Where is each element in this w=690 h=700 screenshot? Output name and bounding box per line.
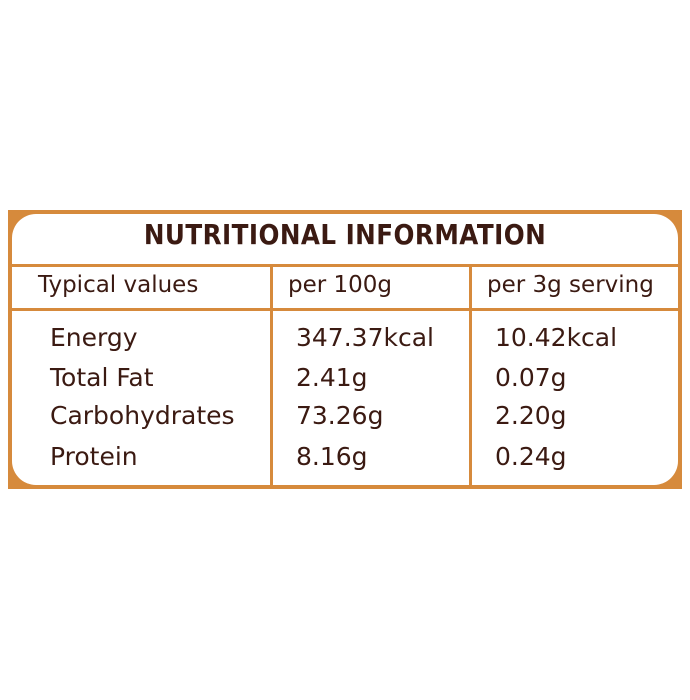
divider — [469, 264, 472, 486]
divider — [12, 308, 678, 311]
nutrient-value: 10.42kcal — [495, 323, 618, 352]
nutrient-name: Protein — [50, 442, 138, 471]
label-panel — [12, 214, 678, 485]
nutrient-name: Carbohydrates — [50, 401, 235, 430]
divider — [270, 264, 273, 486]
header-cell: per 100g — [288, 272, 393, 298]
divider — [12, 264, 678, 267]
nutrient-value: 0.07g — [495, 363, 567, 392]
nutrient-value: 8.16g — [296, 442, 368, 471]
nutrient-value: 347.37kcal — [296, 323, 434, 352]
header-cell: Typical values — [38, 272, 199, 298]
nutrient-name: Total Fat — [50, 363, 154, 392]
header-cell: per 3g serving — [487, 272, 654, 298]
nutrient-value: 2.41g — [296, 363, 368, 392]
nutrient-name: Energy — [50, 323, 138, 352]
nutrient-value: 73.26g — [296, 401, 384, 430]
title: NUTRITIONAL INFORMATION — [143, 218, 547, 251]
nutrient-value: 2.20g — [495, 401, 567, 430]
nutrient-value: 0.24g — [495, 442, 567, 471]
